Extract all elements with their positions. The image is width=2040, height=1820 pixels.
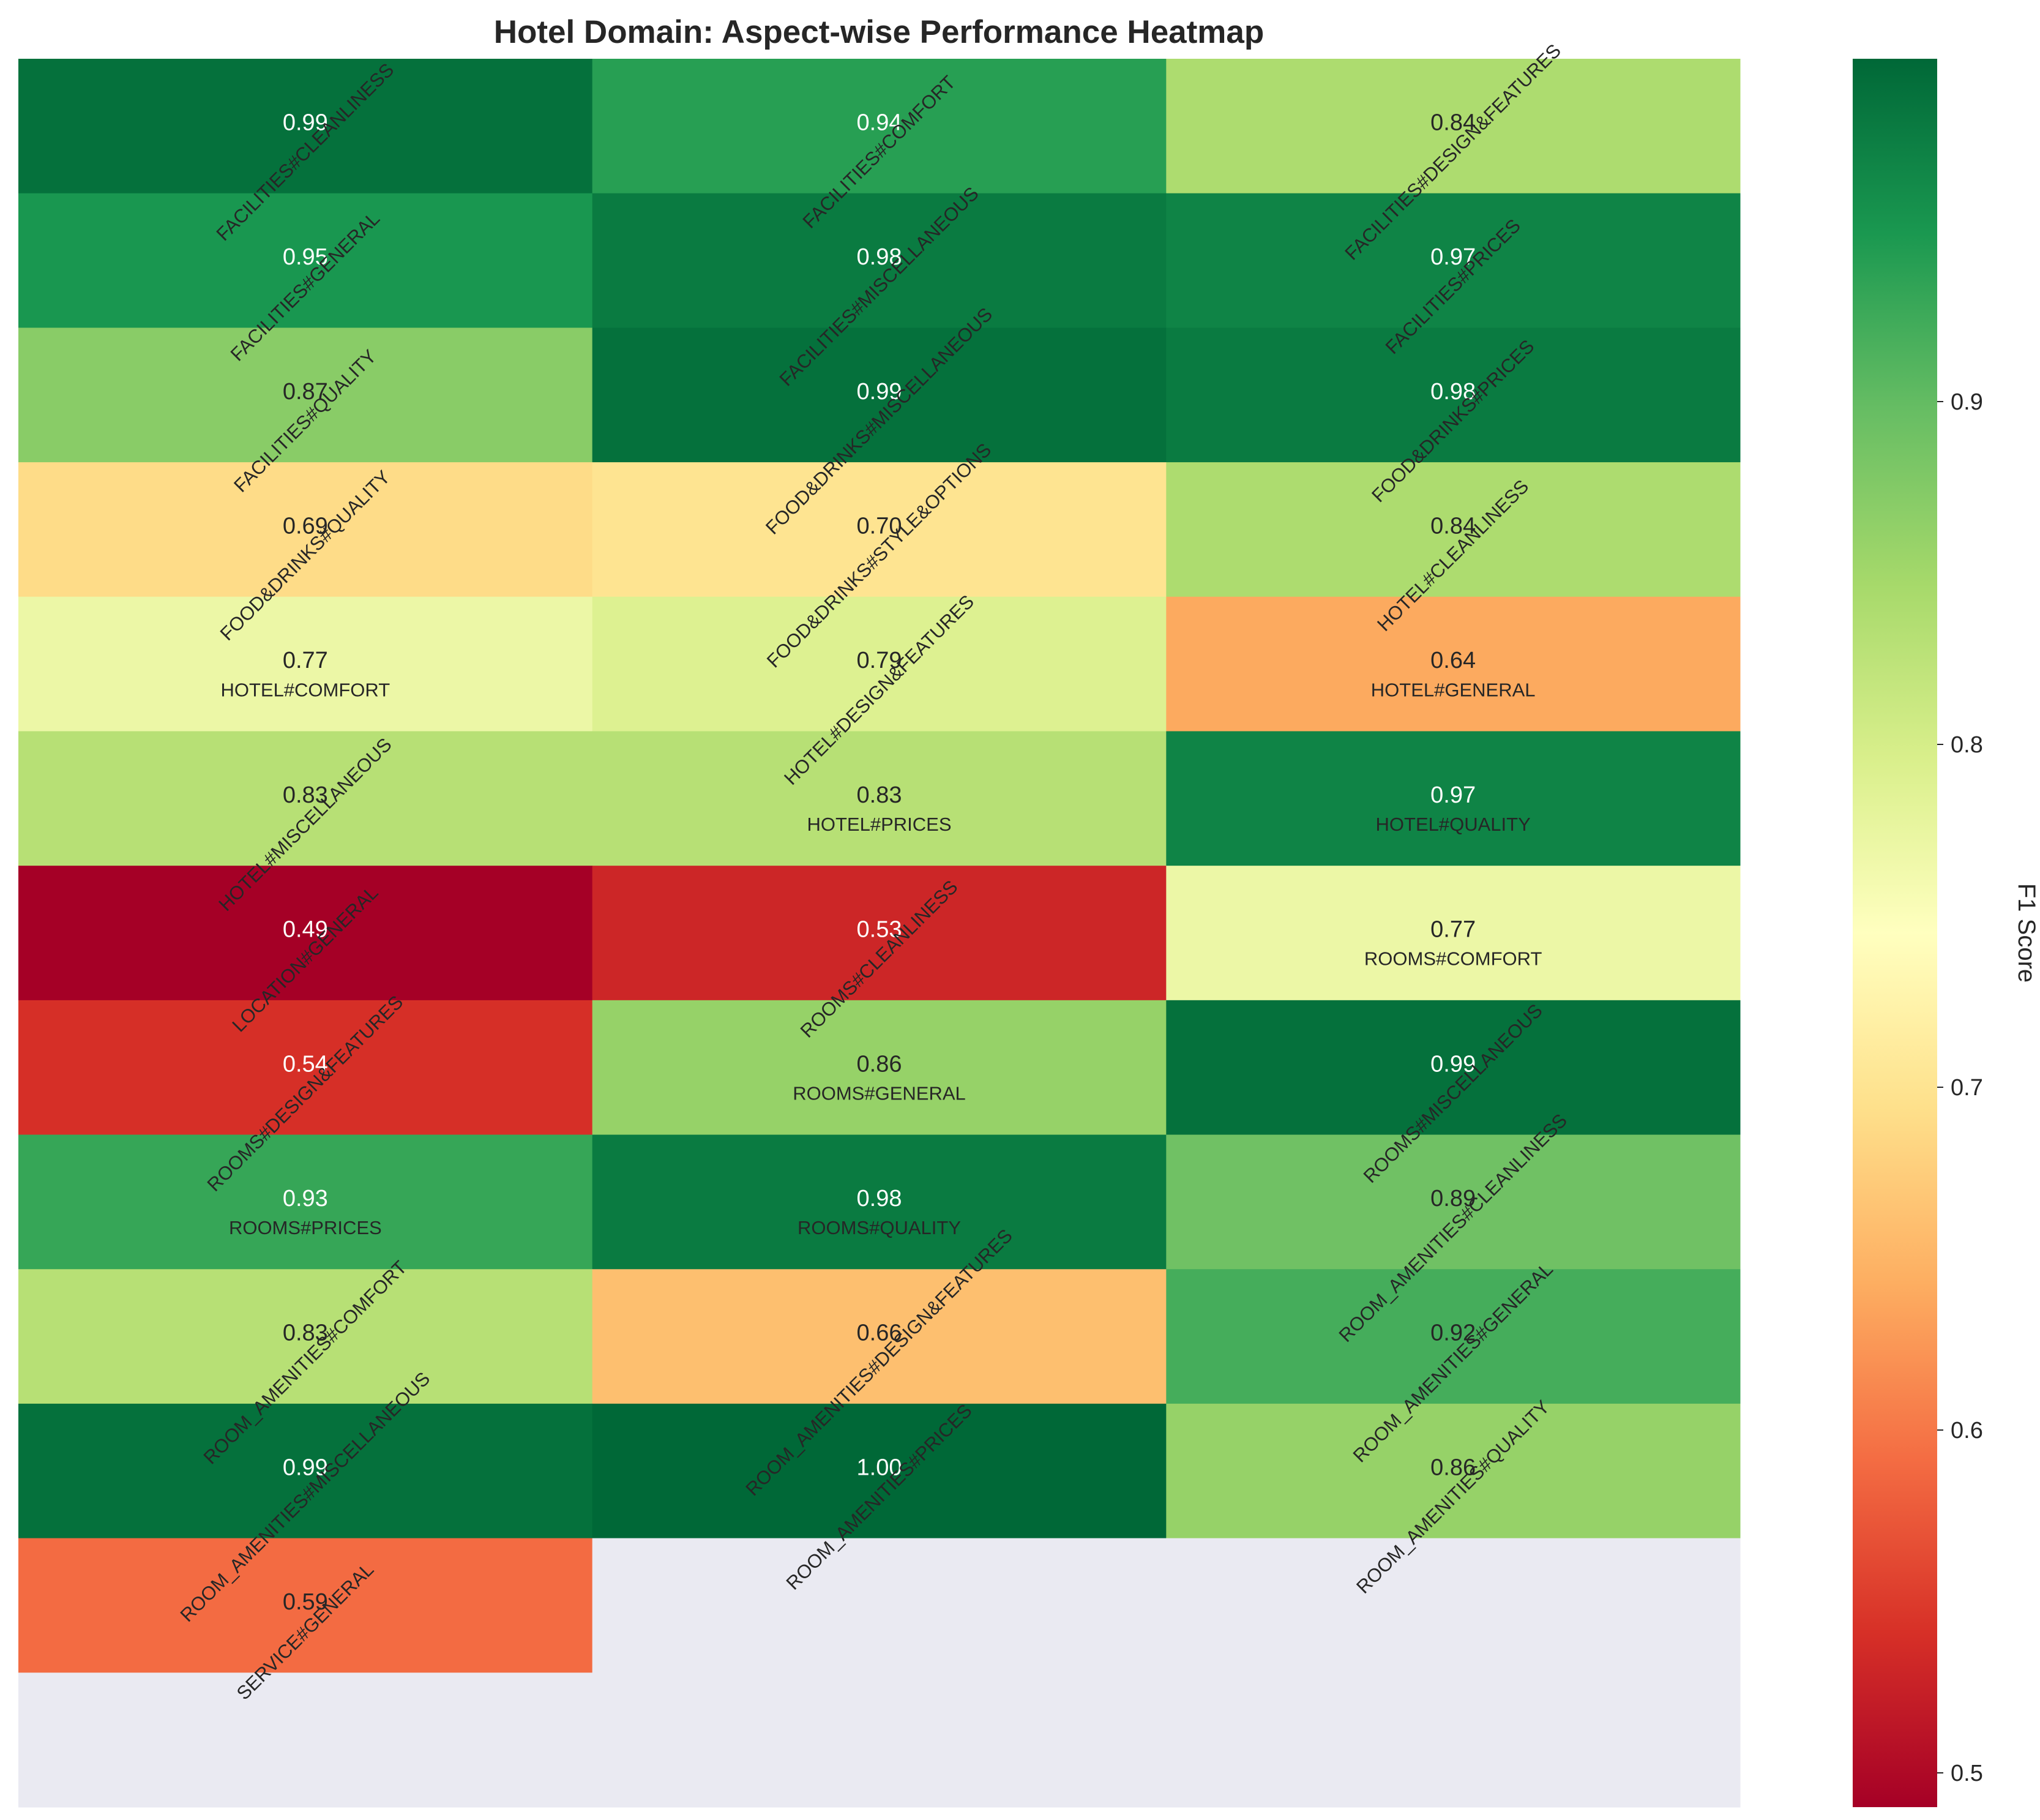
heatmap-cell bbox=[592, 193, 1167, 328]
cell-value: 0.98 bbox=[857, 1186, 902, 1211]
cell-value: 0.99 bbox=[1430, 1051, 1476, 1077]
cell-value: 0.83 bbox=[857, 782, 902, 808]
cell-value: 0.79 bbox=[857, 648, 902, 673]
heatmap-cell bbox=[1166, 1403, 1741, 1539]
heatmap-cell bbox=[1166, 1000, 1741, 1136]
heatmap-cell bbox=[592, 1269, 1167, 1404]
cell-aspect-label: HOTEL#GENERAL bbox=[1371, 679, 1536, 700]
heatmap-cell bbox=[18, 193, 593, 328]
cell-value: 0.97 bbox=[1430, 244, 1476, 270]
heatmap-empty-cell bbox=[1166, 1672, 1741, 1808]
cell-aspect-label: ROOMS#GENERAL bbox=[793, 1082, 966, 1104]
cell-value: 0.99 bbox=[283, 1455, 328, 1480]
heatmap-cell bbox=[592, 59, 1167, 194]
heatmap-cell bbox=[18, 731, 593, 866]
heatmap-cell bbox=[1166, 1134, 1741, 1270]
cell-value: 0.98 bbox=[1430, 379, 1476, 405]
cell-value: 0.93 bbox=[283, 1186, 328, 1211]
heatmap-cell bbox=[592, 731, 1167, 866]
colorbar-label: F1 Score bbox=[2013, 883, 2040, 983]
cell-value: 0.59 bbox=[283, 1589, 328, 1615]
heatmap-cell bbox=[1166, 462, 1741, 597]
colorbar-gradient bbox=[1853, 59, 1937, 1807]
cell-value: 0.89 bbox=[1430, 1186, 1476, 1211]
heatmap-cell bbox=[1166, 59, 1741, 194]
heatmap-cell bbox=[1166, 731, 1741, 866]
cell-value: 0.64 bbox=[1430, 648, 1476, 673]
heatmap-empty-cell bbox=[18, 1672, 593, 1808]
colorbar: 0.5 0.6 0.7 0.8 0.9 F1 Score bbox=[1853, 59, 2040, 1807]
cell-aspect-label: HOTEL#PRICES bbox=[807, 814, 951, 835]
colorbar-tick-label: 0.5 bbox=[1951, 1761, 1983, 1786]
cell-value: 0.98 bbox=[857, 244, 902, 270]
cell-value: 0.77 bbox=[1430, 917, 1476, 943]
cell-value: 0.84 bbox=[1430, 110, 1476, 135]
heatmap-cell bbox=[1166, 866, 1741, 1001]
heatmap-cell bbox=[18, 1269, 593, 1404]
cell-value: 0.87 bbox=[283, 379, 328, 405]
cell-value: 0.49 bbox=[283, 917, 328, 943]
cell-value: 0.94 bbox=[857, 110, 902, 135]
chart-title: Hotel Domain: Aspect-wise Performance He… bbox=[494, 14, 1265, 50]
heatmap-cell bbox=[18, 596, 593, 732]
heatmap-cell bbox=[592, 328, 1167, 463]
cell-aspect-label: HOTEL#COMFORT bbox=[220, 679, 390, 700]
cell-value: 0.84 bbox=[1430, 514, 1476, 539]
heatmap-cell bbox=[18, 328, 593, 463]
heatmap-cell bbox=[1166, 328, 1741, 463]
cell-value: 0.92 bbox=[1430, 1320, 1476, 1346]
heatmap-cell bbox=[18, 1538, 593, 1673]
cell-aspect-label: ROOMS#QUALITY bbox=[798, 1217, 961, 1238]
cell-value: 0.54 bbox=[283, 1051, 328, 1077]
cell-value: 0.66 bbox=[857, 1320, 902, 1346]
heatmap-cell bbox=[18, 866, 593, 1001]
cell-value: 0.77 bbox=[283, 648, 328, 673]
heatmap-empty-cell bbox=[1166, 1538, 1741, 1673]
colorbar-tick-label: 0.8 bbox=[1951, 732, 1983, 758]
cell-aspect-label: HOTEL#QUALITY bbox=[1376, 814, 1531, 835]
heatmap-cell bbox=[18, 59, 593, 194]
heatmap-cells bbox=[18, 59, 1741, 1808]
cell-value: 0.95 bbox=[283, 244, 328, 270]
heatmap-cell bbox=[18, 1134, 593, 1270]
cell-value: 0.99 bbox=[857, 379, 902, 405]
heatmap-cell bbox=[1166, 193, 1741, 328]
cell-value: 0.83 bbox=[283, 782, 328, 808]
cell-value: 0.99 bbox=[283, 110, 328, 135]
cell-value: 1.00 bbox=[857, 1455, 902, 1480]
heatmap-cell bbox=[1166, 1269, 1741, 1404]
heatmap-cell bbox=[592, 596, 1167, 732]
cell-value: 0.86 bbox=[1430, 1455, 1476, 1480]
heatmap-empty-cell bbox=[592, 1672, 1167, 1808]
heatmap-empty-cell bbox=[592, 1538, 1167, 1673]
cell-value: 0.53 bbox=[857, 917, 902, 943]
cell-value: 0.97 bbox=[1430, 782, 1476, 808]
heatmap-cell bbox=[592, 1000, 1167, 1136]
heatmap-cell bbox=[592, 866, 1167, 1001]
cell-aspect-label: ROOMS#COMFORT bbox=[1364, 948, 1542, 970]
cell-value: 0.86 bbox=[857, 1051, 902, 1077]
cell-value: 0.83 bbox=[283, 1320, 328, 1346]
cell-aspect-label: ROOMS#PRICES bbox=[229, 1217, 382, 1238]
heatmap-cell bbox=[18, 462, 593, 597]
colorbar-tick-label: 0.9 bbox=[1951, 389, 1983, 415]
heatmap-cell bbox=[592, 1134, 1167, 1270]
heatmap-cell bbox=[592, 1403, 1167, 1539]
cell-value: 0.69 bbox=[283, 514, 328, 539]
colorbar-tick-label: 0.6 bbox=[1951, 1418, 1983, 1444]
heatmap-cell bbox=[18, 1403, 593, 1539]
heatmap-cell bbox=[592, 462, 1167, 597]
heatmap-cell bbox=[1166, 596, 1741, 732]
cell-value: 0.70 bbox=[857, 514, 902, 539]
colorbar-tick-label: 0.7 bbox=[1951, 1075, 1983, 1101]
heatmap-cell bbox=[18, 1000, 593, 1136]
